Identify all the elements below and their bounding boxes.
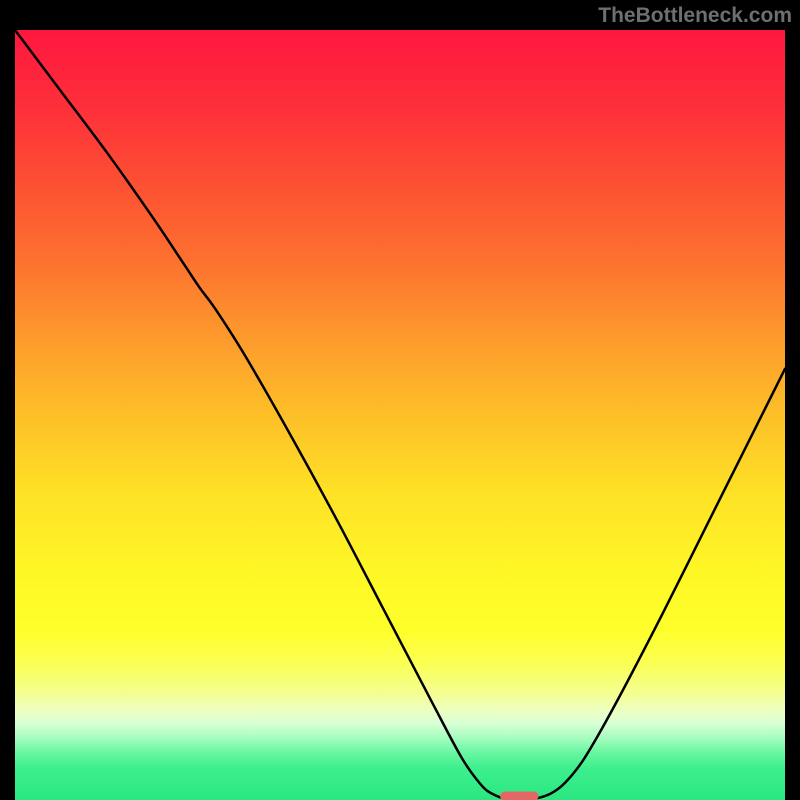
watermark-text: TheBottleneck.com bbox=[598, 4, 792, 28]
chart-container: TheBottleneck.com bbox=[0, 0, 800, 800]
optimal-marker bbox=[500, 792, 538, 800]
gradient-background bbox=[15, 30, 785, 800]
plot-area bbox=[15, 30, 785, 800]
plot-svg bbox=[15, 30, 785, 800]
